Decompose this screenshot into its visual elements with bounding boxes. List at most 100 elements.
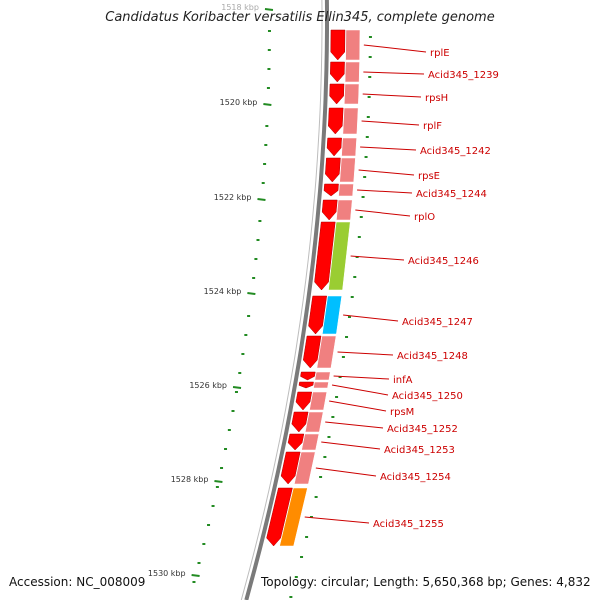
backbone-shadow bbox=[240, 0, 323, 601]
lane-dot bbox=[305, 536, 309, 538]
gene-label: Acid345_1246 bbox=[408, 256, 479, 267]
gene-arrow bbox=[326, 137, 342, 157]
gene-lane-block bbox=[301, 433, 320, 451]
lane-dot bbox=[368, 36, 372, 38]
gene-lane-block bbox=[336, 199, 353, 221]
scale-dot bbox=[263, 163, 267, 165]
scale-tick bbox=[263, 103, 272, 106]
gene-leader-line bbox=[331, 384, 389, 396]
gene-lane-block bbox=[314, 371, 331, 381]
scale-tick bbox=[214, 480, 223, 483]
gene-lane-block bbox=[341, 137, 357, 157]
lane-dot bbox=[357, 236, 361, 238]
gene-lane-block bbox=[304, 411, 324, 433]
gene-leader-line bbox=[357, 189, 413, 194]
scale-dot bbox=[264, 144, 268, 146]
gene-lane-block bbox=[344, 83, 360, 105]
gene-arrow bbox=[295, 391, 313, 411]
scale-dot bbox=[211, 505, 215, 507]
gene-leader-line bbox=[304, 516, 370, 524]
lane-dot bbox=[323, 456, 327, 458]
gene-leader-line bbox=[325, 421, 384, 429]
lane-dot bbox=[289, 596, 293, 598]
gene-label: Acid345_1254 bbox=[380, 472, 451, 483]
scale-tick-label: 1524 kbp bbox=[204, 287, 242, 296]
gene-arrow bbox=[298, 381, 314, 389]
lane-dot bbox=[347, 316, 351, 318]
lane-dot bbox=[338, 376, 342, 378]
scale-tick-label: 1518 kbp bbox=[221, 3, 259, 12]
lane-dot bbox=[341, 356, 345, 358]
lane-dot bbox=[355, 256, 359, 258]
accession-text: Accession: NC_008009 bbox=[9, 575, 146, 589]
scale-tick-label: 1528 kbp bbox=[171, 475, 209, 484]
gene-lane-block bbox=[309, 391, 328, 411]
scale-dot bbox=[238, 372, 242, 374]
gene-arrow bbox=[287, 433, 305, 451]
gene-label: infA bbox=[393, 375, 413, 386]
scale-tick bbox=[232, 386, 242, 389]
gene-leader-line bbox=[362, 93, 422, 98]
gene-leader-line bbox=[321, 441, 381, 450]
gene-leader-line bbox=[363, 44, 427, 53]
gene-lane-block bbox=[345, 29, 361, 61]
gene-arrow bbox=[266, 487, 293, 547]
scale-dot bbox=[224, 448, 228, 450]
scale-tick bbox=[257, 198, 266, 201]
gene-lane-block bbox=[344, 61, 360, 83]
lane-dot bbox=[294, 576, 298, 578]
gene-label: Acid345_1255 bbox=[373, 519, 444, 530]
lane-dot bbox=[359, 216, 363, 218]
scale-dot bbox=[231, 410, 235, 412]
scale-dot bbox=[202, 543, 206, 545]
gene-arrow bbox=[321, 199, 338, 221]
backbone-line bbox=[244, 0, 329, 601]
lane-dot bbox=[365, 136, 369, 138]
lane-dot bbox=[368, 76, 372, 78]
scale-dot bbox=[254, 258, 258, 260]
gene-lane-block bbox=[338, 183, 354, 197]
scale-tick-label: 1530 kbp bbox=[148, 569, 186, 578]
scale-dot bbox=[265, 125, 269, 127]
gene-label: Acid345_1252 bbox=[387, 424, 458, 435]
gene-leader-line bbox=[360, 146, 417, 151]
scale-tick bbox=[264, 8, 274, 11]
scale-dot bbox=[244, 334, 248, 336]
lane-dot bbox=[319, 476, 323, 478]
gene-label: Acid345_1248 bbox=[397, 351, 468, 362]
scale-dot bbox=[258, 220, 262, 222]
gene-label: rpsE bbox=[418, 171, 440, 182]
scale-tick bbox=[247, 292, 256, 295]
gene-leader-line bbox=[333, 375, 390, 380]
scale-tick-label: 1526 kbp bbox=[189, 381, 227, 390]
lane-dot bbox=[361, 196, 365, 198]
gene-arrow bbox=[280, 451, 301, 485]
lane-dot bbox=[353, 276, 357, 278]
scale-tick-label: 1522 kbp bbox=[214, 193, 252, 202]
gene-leader-line bbox=[355, 209, 411, 217]
gene-lane-block bbox=[279, 487, 308, 547]
scale-dot bbox=[267, 30, 271, 32]
gene-leader-line bbox=[363, 71, 425, 75]
lane-dot bbox=[364, 156, 368, 158]
scale-dot bbox=[267, 49, 271, 51]
lane-dot bbox=[366, 116, 370, 118]
gene-lane-block bbox=[294, 451, 316, 485]
lane-dot bbox=[350, 296, 354, 298]
scale-tick bbox=[191, 574, 200, 577]
lane-dot bbox=[327, 436, 331, 438]
gene-arrow bbox=[300, 371, 316, 381]
lane-dot bbox=[368, 56, 372, 58]
gene-label: Acid345_1242 bbox=[420, 146, 491, 157]
scale-dot bbox=[197, 562, 201, 564]
gene-label: Acid345_1250 bbox=[392, 391, 463, 402]
lane-dot bbox=[363, 176, 367, 178]
gene-leader-line bbox=[361, 120, 420, 126]
lane-dot bbox=[367, 96, 371, 98]
gene-leader-line bbox=[329, 400, 387, 412]
gene-lane-block bbox=[328, 221, 351, 291]
scale-dot bbox=[220, 467, 224, 469]
gene-arrow bbox=[330, 29, 346, 61]
lane-dot bbox=[345, 336, 349, 338]
